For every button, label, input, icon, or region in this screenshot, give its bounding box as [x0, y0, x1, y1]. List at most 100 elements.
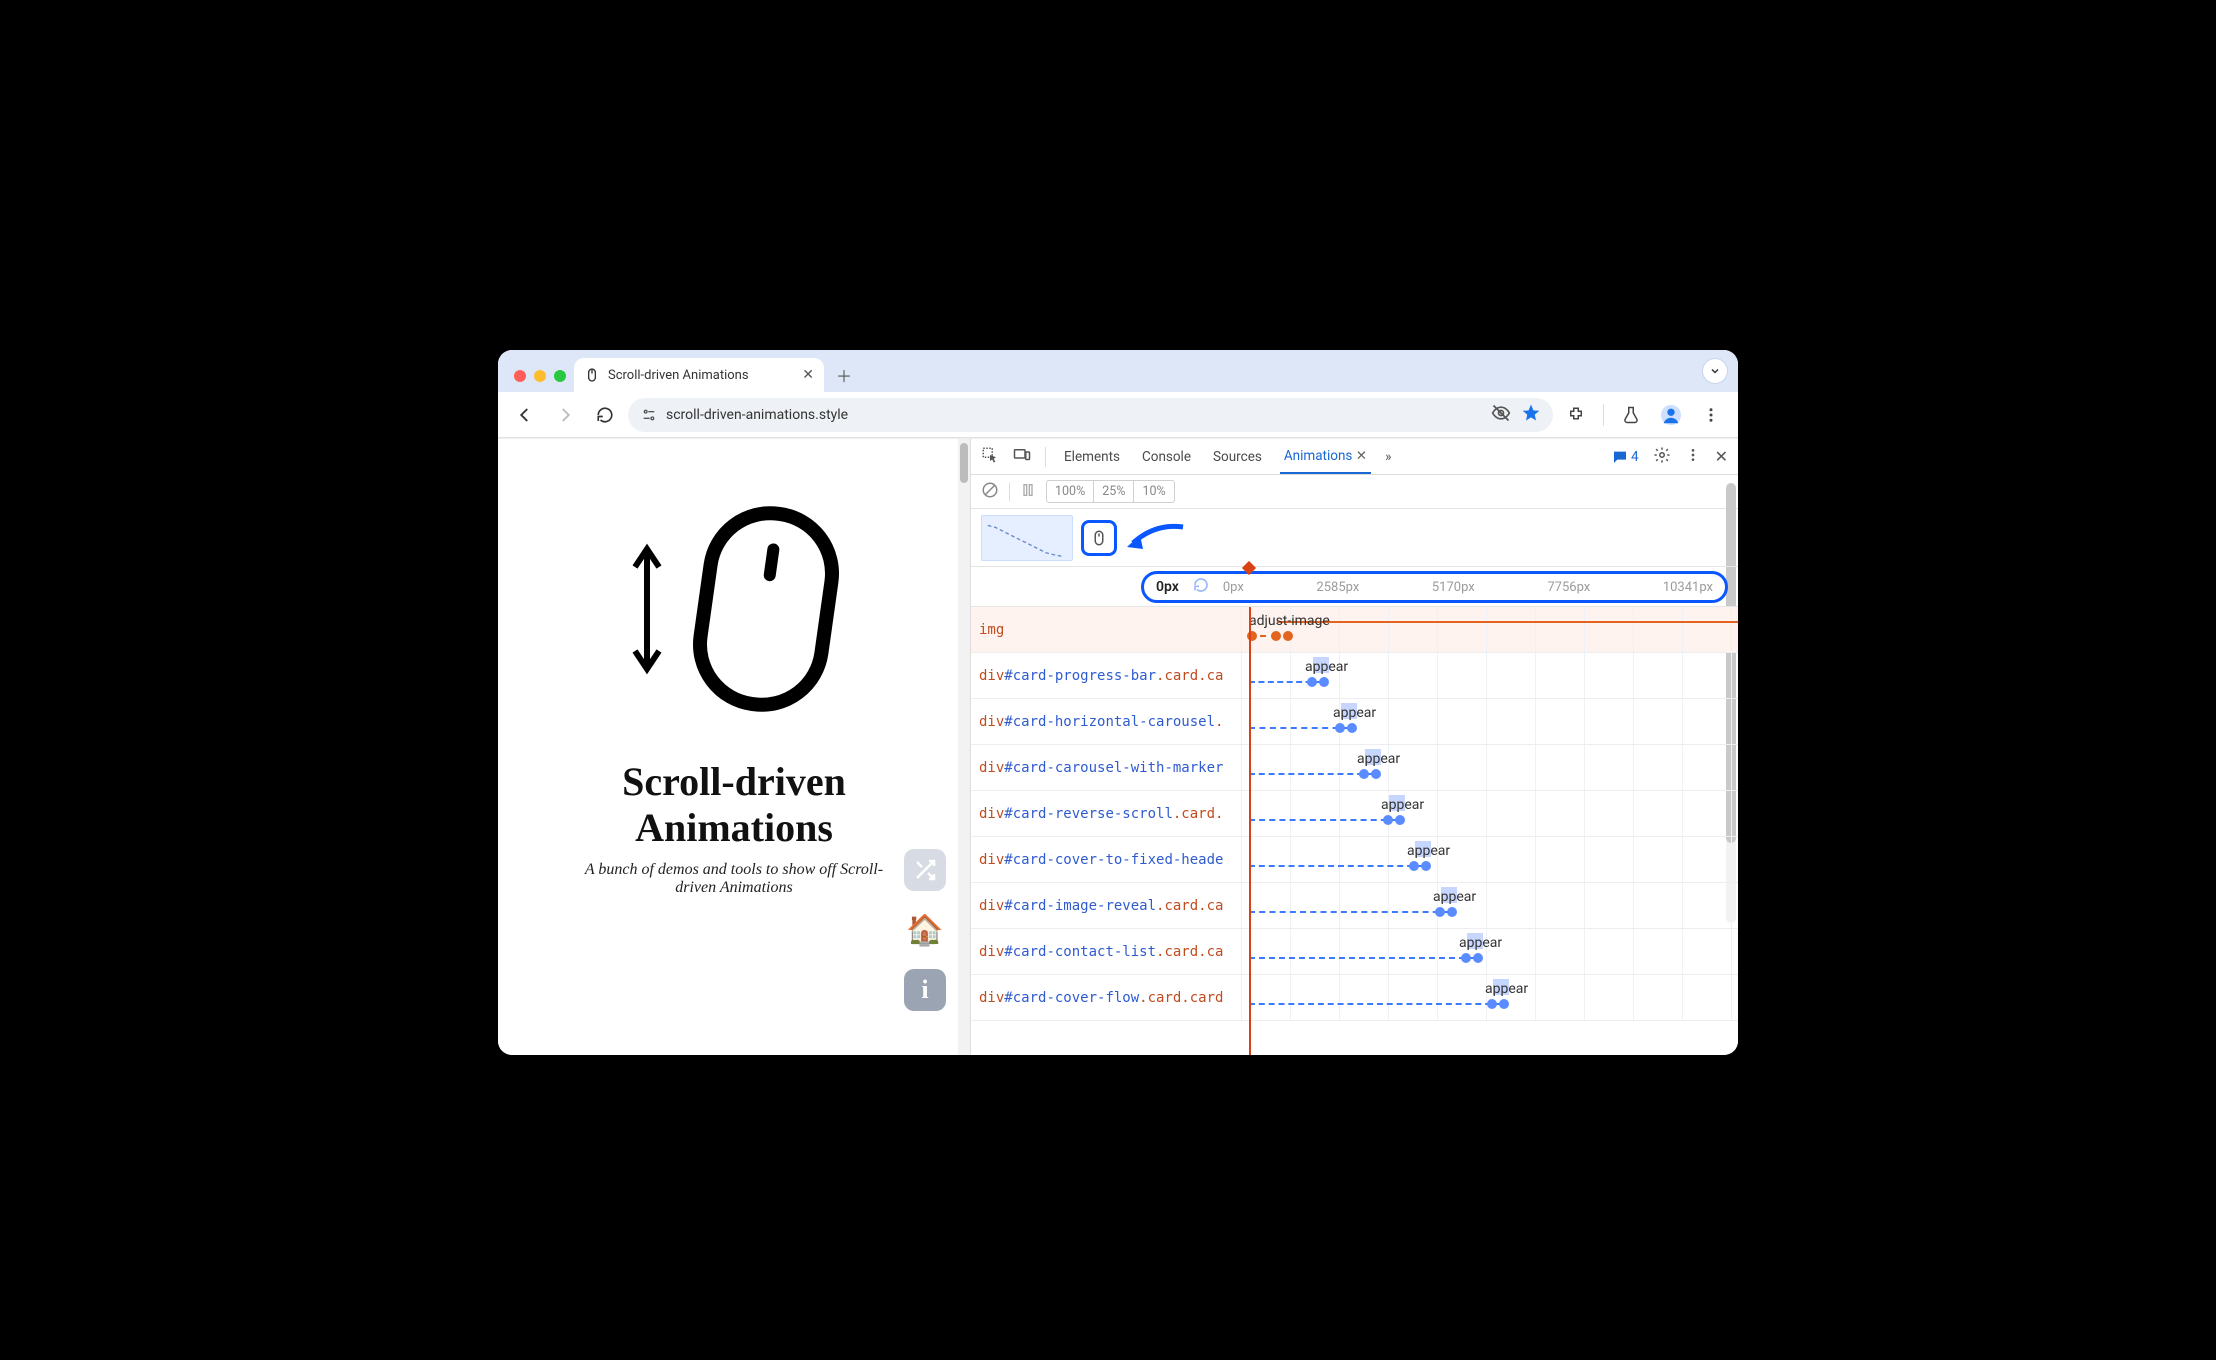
page-content: Scroll-driven Animations A bunch of demo…: [498, 439, 970, 1055]
browser-window: Scroll-driven Animations ✕ ＋: [498, 350, 1738, 1055]
extensions-button[interactable]: [1559, 398, 1593, 432]
close-panel-icon[interactable]: ✕: [1356, 448, 1367, 464]
animation-track-row[interactable]: div#card-reverse-scroll.card.appear: [971, 791, 1738, 837]
chrome-menu-button[interactable]: [1694, 398, 1728, 432]
heading-line-2: Animations: [635, 805, 833, 850]
animation-name-label: appear: [1459, 935, 1502, 951]
track-lane[interactable]: appear: [1241, 883, 1738, 928]
tab-animations[interactable]: Animations ✕: [1280, 439, 1371, 474]
ruler-tick: 2585px: [1316, 580, 1359, 595]
track-element-label: div#card-progress-bar.card.ca: [971, 668, 1241, 684]
keyframe-dots-icon[interactable]: [1307, 677, 1329, 687]
animation-track-row[interactable]: div#card-horizontal-carousel.appear: [971, 699, 1738, 745]
keyframe-dots-icon[interactable]: [1435, 907, 1457, 917]
devtools-tab-bar: Elements Console Sources Animations ✕ » …: [971, 439, 1738, 475]
inspect-element-icon[interactable]: [981, 446, 999, 468]
site-settings-icon[interactable]: [640, 406, 658, 424]
keyframe-dots-icon[interactable]: [1409, 861, 1431, 871]
url-text: scroll-driven-animations.style: [666, 407, 848, 423]
tab-elements[interactable]: Elements: [1060, 439, 1124, 474]
close-devtools-icon[interactable]: ✕: [1715, 447, 1728, 466]
track-lane[interactable]: appear: [1241, 791, 1738, 836]
page-scrollbar-track[interactable]: [958, 439, 970, 1055]
browser-tab[interactable]: Scroll-driven Animations ✕: [574, 358, 824, 392]
animation-track-row[interactable]: imgadjust-image: [971, 607, 1738, 653]
track-lane[interactable]: appear: [1241, 699, 1738, 744]
device-toolbar-icon[interactable]: [1013, 446, 1031, 468]
info-button[interactable]: i: [904, 969, 946, 1011]
tabs-dropdown-button[interactable]: [1702, 358, 1728, 384]
speed-selector[interactable]: 100% 25% 10%: [1046, 480, 1175, 503]
ruler-tick: 10341px: [1663, 580, 1713, 595]
eye-off-icon[interactable]: [1491, 403, 1511, 427]
more-tabs-icon[interactable]: »: [1385, 449, 1391, 465]
animation-track-row[interactable]: div#card-progress-bar.card.ca appear: [971, 653, 1738, 699]
track-lane[interactable]: appear: [1241, 745, 1738, 790]
keyframe-dots-icon[interactable]: [1359, 769, 1381, 779]
keyframe-dots-icon[interactable]: [1461, 953, 1483, 963]
controls-separator: [1009, 483, 1010, 501]
hero-logo: [627, 499, 841, 719]
forward-button[interactable]: [548, 398, 582, 432]
animation-track-row[interactable]: div#card-cover-flow.card.cardappear: [971, 975, 1738, 1021]
animation-name-label: adjust-image: [1249, 613, 1330, 629]
track-lane[interactable]: appear: [1241, 837, 1738, 882]
devtools-separator: [1045, 447, 1046, 467]
profile-button[interactable]: [1654, 398, 1688, 432]
playhead-line[interactable]: [1249, 607, 1251, 1055]
devtools-menu-icon[interactable]: [1685, 447, 1701, 467]
animation-name-label: appear: [1305, 659, 1348, 675]
back-button[interactable]: [508, 398, 542, 432]
track-lane[interactable]: appear: [1241, 929, 1738, 974]
tab-favicon: [584, 367, 600, 383]
animation-track-row[interactable]: div#card-contact-list.card.caappear: [971, 929, 1738, 975]
page-subtitle: A bunch of demos and tools to show off S…: [574, 861, 894, 897]
speed-100[interactable]: 100%: [1047, 481, 1094, 502]
keyframe-dots-icon[interactable]: [1335, 723, 1357, 733]
close-window-button[interactable]: [514, 370, 526, 382]
pause-icon[interactable]: [1020, 482, 1036, 502]
page-scrollbar-thumb[interactable]: [960, 443, 968, 483]
animation-track-row[interactable]: div#card-cover-to-fixed-headeappear: [971, 837, 1738, 883]
track-lane[interactable]: adjust-image: [1241, 607, 1738, 652]
devtools-panel: Elements Console Sources Animations ✕ » …: [970, 439, 1738, 1055]
tab-console[interactable]: Console: [1138, 439, 1195, 474]
address-bar[interactable]: scroll-driven-animations.style: [628, 398, 1553, 432]
keyframe-dots-icon[interactable]: [1487, 999, 1509, 1009]
tab-sources[interactable]: Sources: [1209, 439, 1266, 474]
keyframe-end-icon[interactable]: [1271, 631, 1293, 641]
ruler-tick: 0px: [1223, 580, 1244, 595]
issues-button[interactable]: 4: [1612, 449, 1639, 465]
track-continuation-line: [1277, 621, 1738, 623]
close-tab-button[interactable]: ✕: [802, 367, 814, 383]
speed-10[interactable]: 10%: [1134, 481, 1173, 502]
animation-name-label: appear: [1333, 705, 1376, 721]
tab-title: Scroll-driven Animations: [608, 368, 749, 383]
speed-25[interactable]: 25%: [1094, 481, 1134, 502]
track-lane[interactable]: appear: [1241, 975, 1738, 1020]
maximize-window-button[interactable]: [554, 370, 566, 382]
settings-icon[interactable]: [1653, 446, 1671, 468]
timeline-ruler: 0px 0px 2585px 5170px 7756px 10341px: [971, 567, 1738, 607]
keyframe-dots-icon[interactable]: [1383, 815, 1405, 825]
track-element-label: div#card-cover-to-fixed-heade: [971, 852, 1241, 868]
minimize-window-button[interactable]: [534, 370, 546, 382]
animation-name-label: appear: [1433, 889, 1476, 905]
bookmark-star-icon[interactable]: [1521, 403, 1541, 427]
ruler-reset-icon[interactable]: [1193, 577, 1209, 597]
clear-icon[interactable]: [981, 481, 999, 503]
labs-button[interactable]: [1614, 398, 1648, 432]
scroll-driven-indicator[interactable]: [1081, 520, 1117, 556]
shuffle-button[interactable]: [904, 849, 946, 891]
animation-group-thumbnail[interactable]: [981, 515, 1073, 561]
animation-track-row[interactable]: div#card-carousel-with-markerappear: [971, 745, 1738, 791]
content-area: Scroll-driven Animations A bunch of demo…: [498, 438, 1738, 1055]
track-range-line: [1249, 773, 1373, 775]
reload-button[interactable]: [588, 398, 622, 432]
track-lane[interactable]: appear: [1241, 653, 1738, 698]
home-button[interactable]: 🏠: [904, 909, 946, 951]
new-tab-button[interactable]: ＋: [830, 361, 858, 389]
animation-track-row[interactable]: div#card-image-reveal.card.caappear: [971, 883, 1738, 929]
animation-groups-row: [971, 509, 1738, 567]
track-range-line: [1249, 819, 1397, 821]
